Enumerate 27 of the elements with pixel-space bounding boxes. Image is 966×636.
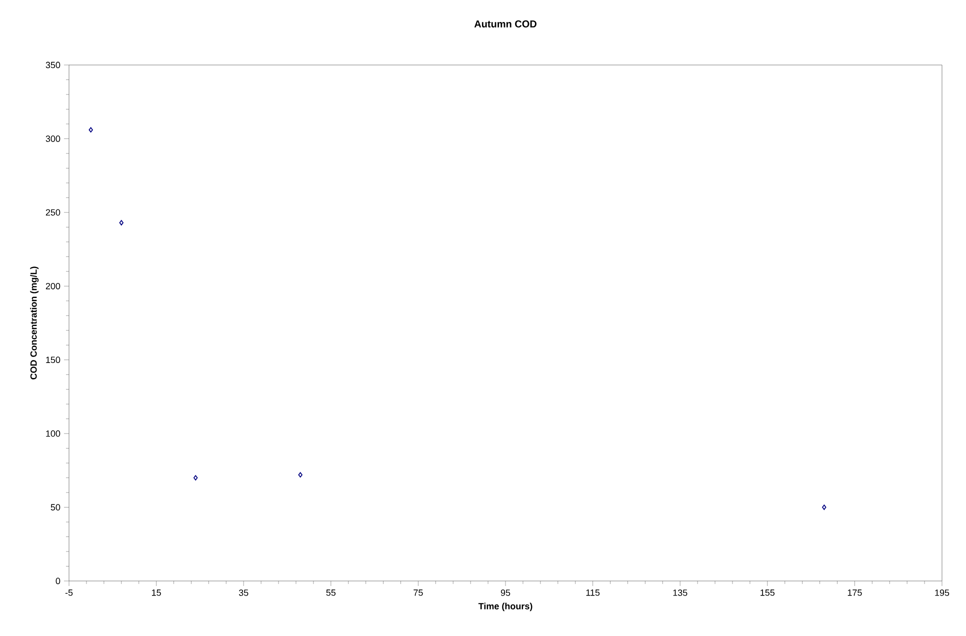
x-tick-label: 175: [848, 590, 862, 596]
point: [298, 472, 302, 478]
y-tick-label: 150: [46, 356, 60, 364]
x-tick-label: 35: [238, 590, 248, 596]
x-tick-label: 55: [326, 590, 336, 596]
point: [193, 475, 198, 480]
x-tick-label: -5: [65, 590, 73, 596]
point: [119, 220, 124, 226]
point: [88, 127, 93, 133]
y-tick-label: 0: [56, 578, 60, 584]
x-tick-label: 115: [586, 590, 600, 596]
x-tick-label: 75: [414, 590, 423, 596]
y-axis-title: COD Concentration (mg/L): [30, 266, 39, 380]
x-tick-label: 195: [935, 590, 950, 596]
point: [822, 504, 826, 510]
x-axis-title: Time (hours): [478, 602, 532, 612]
x-tick-label: 15: [152, 590, 161, 596]
x-tick-label: 135: [673, 590, 688, 596]
y-tick-label: 200: [46, 282, 60, 290]
y-tick-label: 250: [46, 209, 60, 216]
y-tick-label: 300: [46, 136, 60, 142]
x-tick-label: 95: [500, 590, 510, 596]
x-tick-label: 155: [760, 590, 775, 596]
chart-title: Autumn COD: [474, 20, 536, 28]
y-tick-label: 100: [46, 430, 60, 437]
y-tick-label: 50: [50, 504, 60, 510]
y-tick-label: 350: [46, 62, 60, 68]
